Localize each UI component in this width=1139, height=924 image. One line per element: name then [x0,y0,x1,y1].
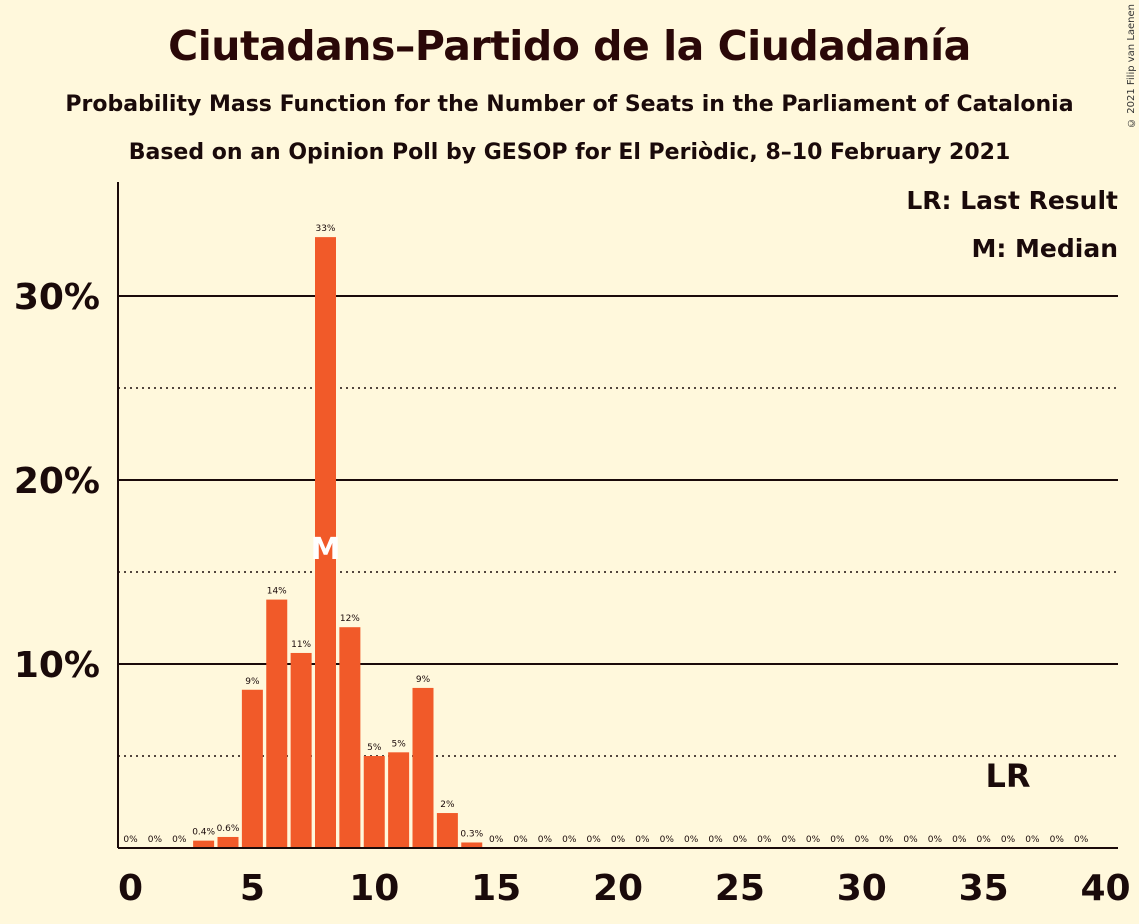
y-tick-label: 10% [14,645,100,686]
x-tick-label: 40 [1080,868,1130,909]
x-tick-label: 35 [959,868,1009,909]
bar-value-label: 0% [660,835,675,845]
bar-value-label: 0% [172,835,187,845]
bar-value-label: 0% [538,835,553,845]
bar [339,627,361,848]
bar-value-label: 0% [489,835,504,845]
bar-value-label: 0.4% [192,828,215,838]
bar-value-label: 0% [635,835,650,845]
last-result-marker: LR [985,757,1030,795]
bar-value-label: 0% [952,835,967,845]
bar [436,813,458,848]
x-tick-label: 10 [349,868,399,909]
bar [266,599,288,848]
bar [217,836,239,848]
x-tick-label: 15 [471,868,521,909]
bar-value-label: 0% [708,835,723,845]
bar-value-labels: 0% 0% 0% 0.4% 0.6% 9% 14% 11% 33% 12% 5% 5% 9% 2% 0.3%… [123,224,1088,845]
bar-value-label: 0.3% [460,829,483,839]
bar-value-label: 5% [391,739,406,749]
x-tick-label: 0 [118,868,143,909]
bar-value-label: 0% [1074,835,1089,845]
bar-value-label: 14% [267,587,287,597]
bar [315,237,336,848]
bar-value-label: 2% [440,800,455,810]
chart-subtitle: Probability Mass Function for the Number… [65,92,1074,117]
x-tick-label: 30 [837,868,887,909]
bar-value-label: 0% [684,835,699,845]
chart-subtitle-source: Based on an Opinion Poll by GESOP for El… [128,140,1011,165]
bar-value-label: 0% [562,835,577,845]
bar [290,652,312,848]
axes: 0 5 10 15 20 25 30 35 40 [117,182,1131,909]
bar [363,756,385,848]
chart-title: Ciutadans–Partido de la Ciudadanía [168,22,971,70]
bar-value-label: 0% [148,835,163,845]
bar-value-label: 0% [830,835,845,845]
x-tick-label: 20 [593,868,643,909]
bar-value-label: 0% [733,835,748,845]
bar [388,752,410,848]
legend-last-result: LR: Last Result [906,186,1118,215]
y-tick-label: 20% [14,461,100,502]
gridlines: 10% 20% 30% [14,277,1118,757]
median-marker: M [311,532,341,567]
legend-median: M: Median [971,234,1118,263]
bar-value-label: 0% [879,835,894,845]
markers: M LR [311,532,1031,795]
bar-value-label: 0% [1050,835,1065,845]
x-tick-label: 5 [240,868,265,909]
bar-value-label: 0% [781,835,796,845]
bar [461,842,483,848]
bar-value-label: 9% [416,675,431,685]
bars [193,237,483,848]
bar-value-label: 33% [315,224,335,234]
bar-value-label: 0% [757,835,772,845]
bar [412,687,434,848]
bar-value-label: 0.6% [217,824,240,834]
bar-value-label: 0% [903,835,918,845]
bar [241,689,263,848]
bar-value-label: 0% [855,835,870,845]
bar-value-label: 0% [611,835,626,845]
bar-value-label: 0% [586,835,601,845]
legend: LR: Last Result M: Median [906,186,1118,263]
bar-value-label: 0% [513,835,528,845]
bar-value-label: 0% [1001,835,1016,845]
bar-value-label: 0% [806,835,821,845]
bar-value-label: 9% [245,677,260,687]
bar-value-label: 0% [976,835,991,845]
bar-value-label: 12% [340,614,360,624]
bar [193,840,215,848]
bar-value-label: 11% [291,640,311,650]
x-tick-label: 25 [715,868,765,909]
bar-value-label: 0% [1025,835,1040,845]
bar-value-label: 0% [928,835,943,845]
bar-value-label: 0% [123,835,138,845]
bar-value-label: 5% [367,743,382,753]
y-tick-label: 30% [14,277,100,318]
